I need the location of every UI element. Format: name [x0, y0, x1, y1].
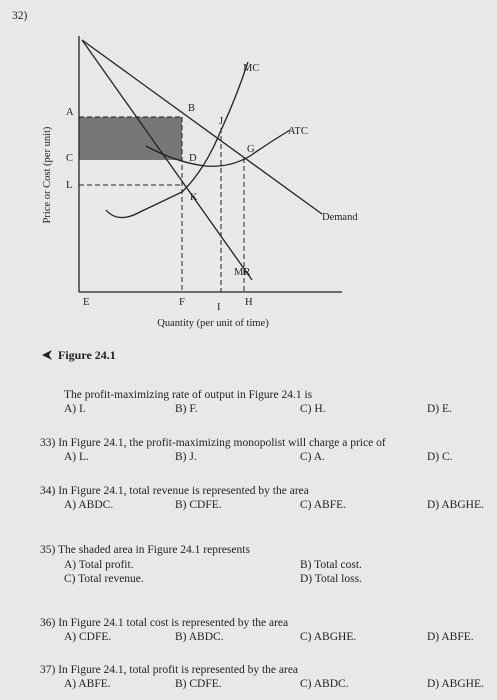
point-label: I: [217, 302, 221, 313]
figure-caption: Figure 24.1: [58, 348, 116, 362]
shaded-area: [79, 117, 182, 160]
answer-option: D) Total loss.: [300, 573, 362, 585]
answer-option: D) ABGHE.: [427, 499, 484, 511]
answer-option: D) E.: [427, 403, 452, 415]
point-label: A: [66, 107, 74, 118]
curve-label: Demand: [322, 212, 358, 223]
question-text: 35) The shaded area in Figure 24.1 repre…: [40, 544, 250, 556]
answer-option: D) C.: [427, 451, 453, 463]
question-text: 37) In Figure 24.1, total profit is repr…: [40, 664, 299, 676]
question-number: 32): [12, 10, 28, 22]
question-text: 36) In Figure 24.1 total cost is represe…: [40, 617, 289, 629]
question-text: 34) In Figure 24.1, total revenue is rep…: [40, 485, 309, 497]
x-axis-label: Quantity (per unit of time): [157, 318, 269, 329]
answer-option: B) Total cost.: [300, 559, 362, 571]
point-label: C: [66, 153, 73, 164]
answer-option: D) ABFE.: [427, 631, 474, 643]
mr-curve: [81, 39, 253, 281]
pointer-icon: [42, 350, 52, 360]
answer-option: A) Total profit.: [64, 559, 134, 571]
answer-option: A) I.: [64, 403, 86, 415]
answer-option: D) ABGHE.: [427, 678, 484, 690]
curve-label: MR: [234, 267, 250, 278]
figure: Price or Cost (per unit) Quantity (per u…: [42, 36, 358, 329]
question-text: The profit-maximizing rate of output in …: [64, 389, 313, 401]
point-label: L: [66, 180, 72, 191]
answer-option: A) ABDC.: [64, 499, 114, 511]
answer-option: B) F.: [175, 403, 198, 415]
answer-option: B) J.: [175, 451, 197, 463]
answer-option: C) A.: [300, 451, 325, 463]
answer-option: C) ABDC.: [300, 678, 349, 690]
point-label: K: [190, 192, 198, 203]
question-text: 33) In Figure 24.1, the profit-maximizin…: [40, 437, 386, 449]
point-label: H: [245, 297, 253, 308]
answer-option: C) Total revenue.: [64, 573, 144, 585]
atc-curve: [145, 129, 291, 167]
answer-option: B) CDFE.: [175, 678, 222, 690]
point-label: B: [188, 103, 195, 114]
answer-option: C) H.: [300, 403, 326, 415]
curve-label: ATC: [288, 126, 308, 137]
answer-option: C) ABGHE.: [300, 631, 357, 643]
answer-option: A) CDFE.: [64, 631, 112, 643]
y-axis-label: Price or Cost (per unit): [42, 126, 53, 223]
curve-label: MC: [243, 63, 259, 74]
point-label: J: [219, 116, 223, 127]
point-label: G: [247, 144, 255, 155]
point-label: F: [179, 297, 185, 308]
answer-option: C) ABFE.: [300, 499, 347, 511]
answer-option: A) ABFE.: [64, 678, 111, 690]
answer-option: A) L.: [64, 451, 89, 463]
point-label: D: [189, 153, 197, 164]
demand-curve: [81, 39, 323, 215]
point-label: E: [83, 297, 89, 308]
answer-option: B) CDFE.: [175, 499, 222, 511]
answer-option: B) ABDC.: [175, 631, 224, 643]
